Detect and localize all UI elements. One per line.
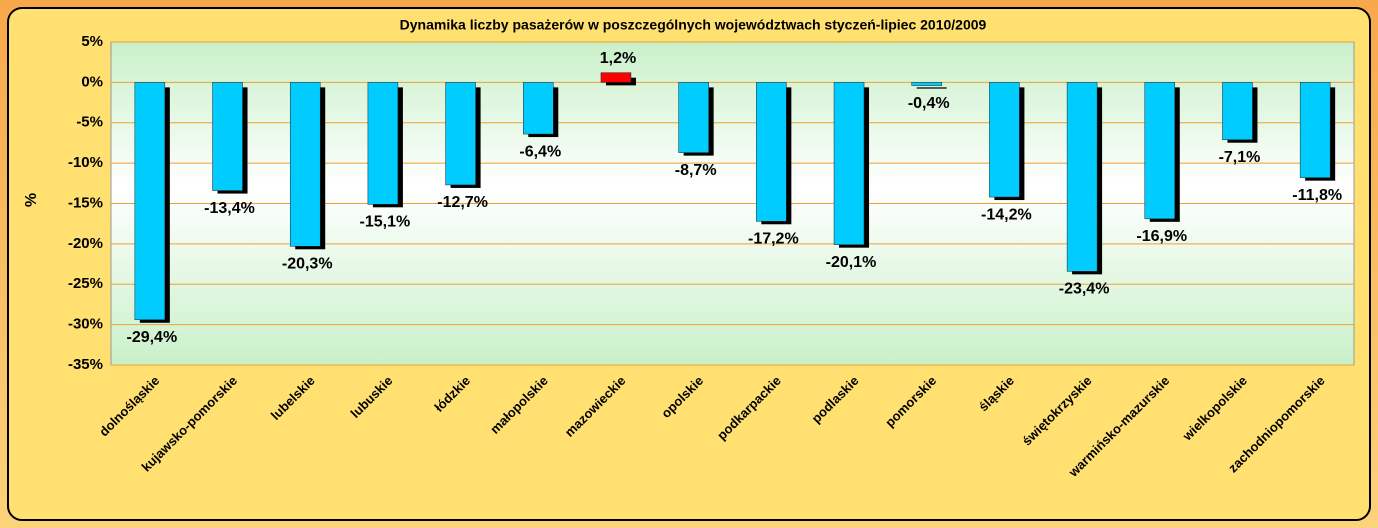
bar [833,82,865,245]
bar [367,82,399,205]
data-label: -23,4% [1059,281,1110,298]
bar [756,82,787,222]
data-label: -17,2% [748,230,799,247]
y-tick-label: -35% [68,356,103,373]
bar [1222,82,1253,140]
data-label: 1,2% [600,50,636,67]
bar [289,82,321,247]
y-tick-label: 0% [81,73,103,90]
data-label: -20,1% [826,254,877,271]
y-tick-label: 5% [81,33,103,50]
data-label: -13,4% [204,200,255,217]
y-tick-label: -10% [68,154,103,171]
data-label: -15,1% [360,214,411,231]
bar [989,82,1020,198]
bar [1066,82,1098,272]
data-label: -8,7% [675,162,717,179]
y-tick-label: -25% [68,275,103,292]
data-label: -12,7% [437,194,488,211]
chart-title: Dynamika liczby pasażerów w poszczególny… [400,17,987,33]
bar [678,82,709,153]
bar [134,82,166,321]
data-label: -6,4% [519,143,561,160]
bar [1299,82,1331,178]
bar [600,72,632,83]
data-label: -14,2% [981,206,1032,223]
data-label: -11,8% [1292,187,1342,204]
y-tick-label: -30% [68,316,103,333]
y-tick-label: -20% [68,235,103,252]
y-axis-label: % [23,193,40,207]
bar [523,82,554,135]
bar [1144,82,1176,220]
data-label: -29,4% [126,329,177,346]
bar [445,82,476,186]
bar [212,82,243,191]
bar [911,82,942,86]
bar-shadow [916,87,947,89]
data-label: -16,9% [1136,228,1187,245]
data-label: -20,3% [282,256,333,273]
y-tick-label: -15% [68,194,103,211]
y-tick-label: -5% [76,114,103,131]
data-label: -0,4% [908,95,950,112]
data-label: -7,1% [1219,149,1261,166]
